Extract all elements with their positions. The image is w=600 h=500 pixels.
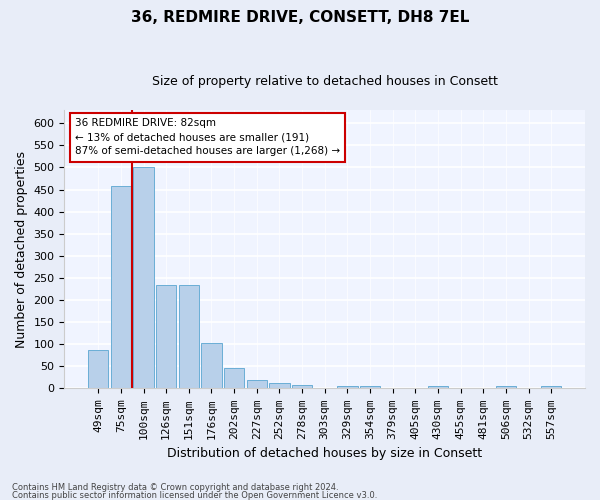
Y-axis label: Number of detached properties: Number of detached properties (15, 150, 28, 348)
Bar (292, 385, 312, 388)
Bar (269, 382, 290, 388)
Text: Contains public sector information licensed under the Open Government Licence v3: Contains public sector information licen… (12, 490, 377, 500)
Bar (224, 368, 244, 388)
Bar (360, 386, 380, 388)
X-axis label: Distribution of detached houses by size in Consett: Distribution of detached houses by size … (167, 447, 482, 460)
Bar (156, 285, 176, 389)
Bar (247, 380, 267, 388)
Bar (88, 350, 109, 389)
Title: Size of property relative to detached houses in Consett: Size of property relative to detached ho… (152, 75, 497, 88)
Bar (428, 386, 448, 388)
Text: 36 REDMIRE DRIVE: 82sqm
← 13% of detached houses are smaller (191)
87% of semi-d: 36 REDMIRE DRIVE: 82sqm ← 13% of detache… (75, 118, 340, 156)
Bar (541, 386, 562, 388)
Bar (496, 386, 516, 388)
Bar (201, 343, 221, 388)
Bar (133, 168, 154, 388)
Bar (337, 386, 358, 388)
Text: Contains HM Land Registry data © Crown copyright and database right 2024.: Contains HM Land Registry data © Crown c… (12, 483, 338, 492)
Bar (179, 285, 199, 389)
Text: 36, REDMIRE DRIVE, CONSETT, DH8 7EL: 36, REDMIRE DRIVE, CONSETT, DH8 7EL (131, 10, 469, 25)
Bar (111, 186, 131, 388)
